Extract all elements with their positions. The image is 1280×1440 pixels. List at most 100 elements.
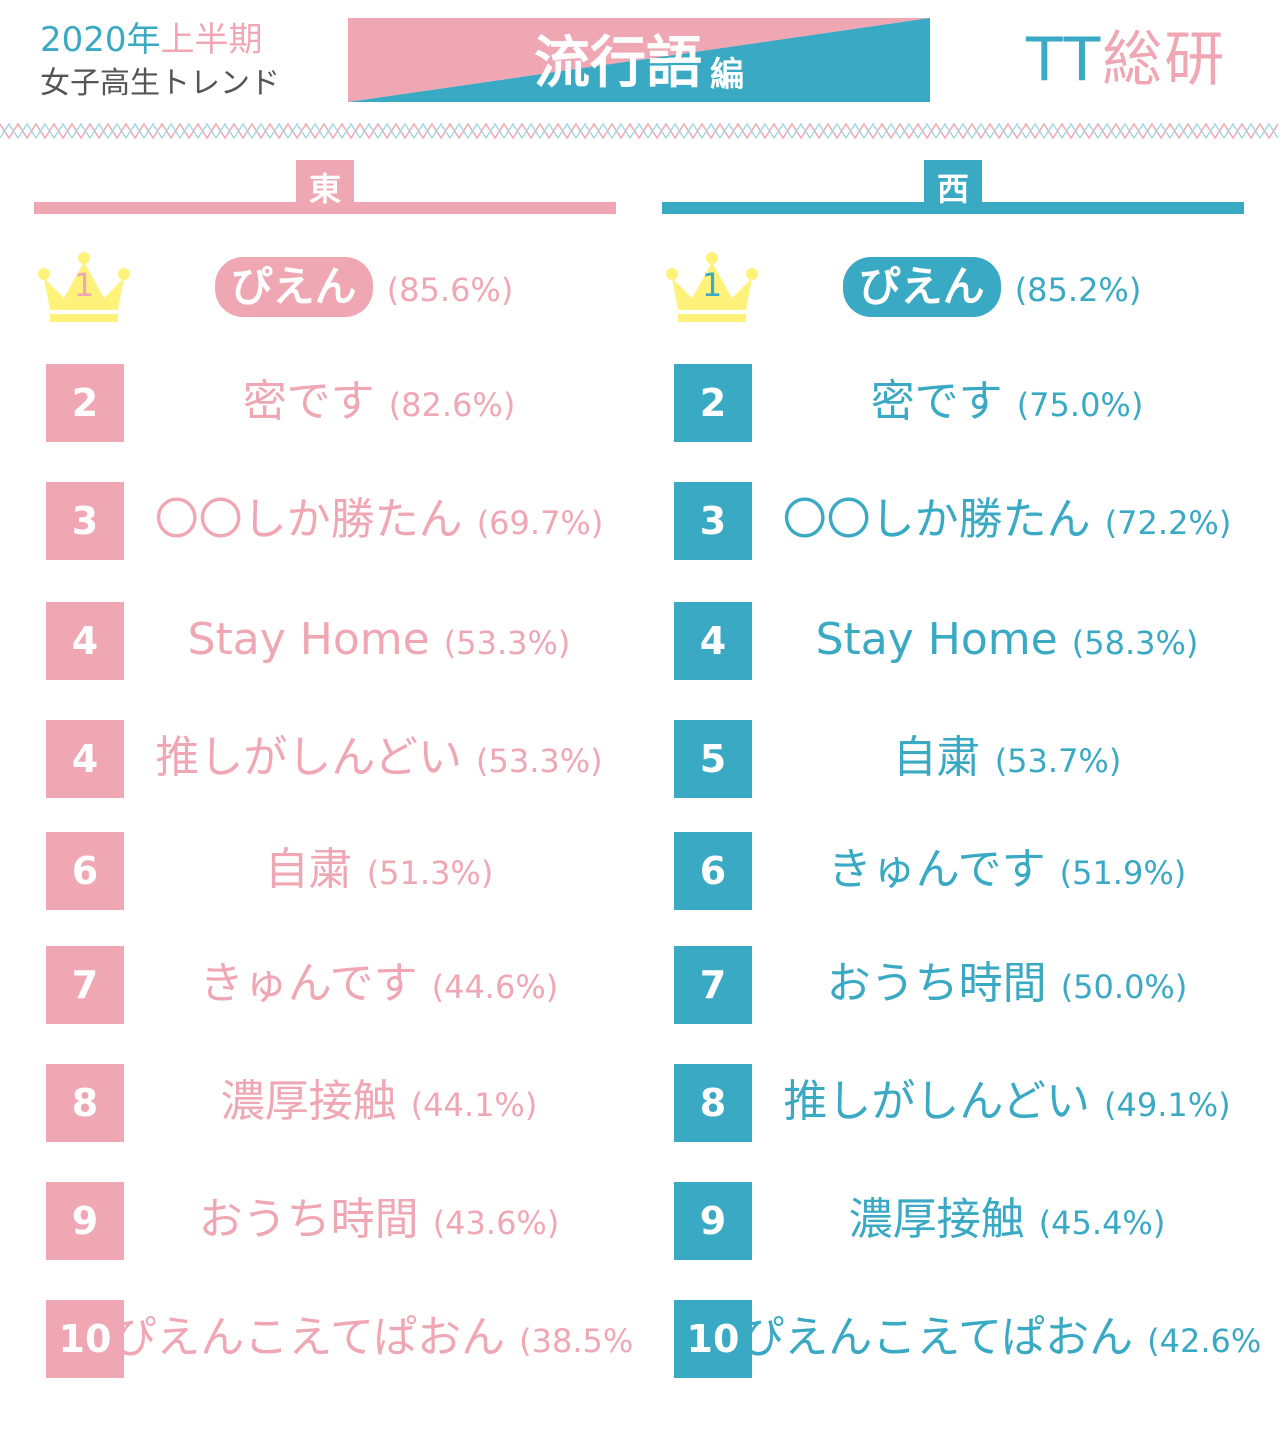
ranking-term: ぴえんこえてぱおん [124, 1311, 506, 1363]
ranking-percent: (58.3%) [1071, 623, 1199, 662]
ranking-percent: (38.5%) [519, 1321, 634, 1360]
ranking-term: おうち時間 [826, 957, 1047, 1009]
header: 2020年上半期 女子高生トレンド 流行語 編 TT総研 [0, 0, 1280, 140]
ranking-term: 密です [870, 375, 1003, 427]
rank-badge: 6 [46, 832, 124, 910]
ranking-entry: 密です (82.6%) [124, 374, 634, 433]
banner-title-suffix: 編 [710, 55, 744, 95]
ranking-term: 濃厚接触 [220, 1075, 397, 1127]
ranking-entry: 〇〇しか勝たん (72.2%) [752, 492, 1262, 551]
crown-icon: 1 [34, 248, 134, 326]
ranking-term: 濃厚接触 [848, 1193, 1025, 1245]
ranking-entry: きゅんです (44.6%) [124, 956, 634, 1015]
east-rank-6: 6 自粛 (51.3%) [34, 832, 634, 910]
banner-title-main: 流行語 [534, 31, 702, 96]
west-rank-9: 9 濃厚接触 (45.4%) [662, 1182, 1262, 1260]
year-label: 2020年 [40, 20, 161, 60]
logo-tt: TT [1026, 25, 1103, 95]
rank-badge: 2 [674, 364, 752, 442]
ranking-term: おうち時間 [198, 1193, 419, 1245]
ranking-term: Stay Home [815, 613, 1058, 665]
ranking-entry: ぴえん (85.2%) [762, 256, 1262, 318]
rank-badge: 9 [674, 1182, 752, 1260]
east-rank-3: 3 〇〇しか勝たん (69.7%) [34, 482, 634, 560]
ranking-term: 〇〇しか勝たん [782, 493, 1091, 545]
subtitle: 女子高生トレンド [40, 66, 280, 101]
ranking-entry: 自粛 (51.3%) [124, 842, 634, 901]
west-rank-2: 2 密です (75.0%) [662, 364, 1262, 442]
ranking-entry: きゅんです (51.9%) [752, 842, 1262, 901]
rank-badge: 9 [46, 1182, 124, 1260]
ranking-percent: (50.0%) [1060, 967, 1188, 1006]
west-ranking: 西 1 ぴえん (85.2%) 2 密です (75.0%) 3 〇〇しか勝たん [662, 150, 1262, 1420]
east-rank-9: 9 おうち時間 (43.6%) [34, 1182, 634, 1260]
rank-badge: 10 [46, 1300, 124, 1378]
east-rank-7: 7 きゅんです (44.6%) [34, 946, 634, 1024]
ranking-entry: ぴえん (85.6%) [134, 256, 634, 318]
ranking-term: ぴえん [842, 256, 1001, 317]
ranking-term: きゅんです [199, 957, 418, 1009]
rank-badge: 3 [674, 482, 752, 560]
ranking-percent: (44.1%) [410, 1085, 538, 1124]
rank-badge: 4 [46, 720, 124, 798]
ranking-entry: 密です (75.0%) [752, 374, 1262, 433]
east-rank-4a: 4 Stay Home (53.3%) [34, 602, 634, 680]
ranking-term: 密です [242, 375, 375, 427]
east-rank-2: 2 密です (82.6%) [34, 364, 634, 442]
ranking-entry: Stay Home (58.3%) [752, 612, 1262, 671]
ranking-entry: 濃厚接触 (44.1%) [124, 1074, 634, 1133]
ranking-entry: 〇〇しか勝たん (69.7%) [124, 492, 634, 551]
ranking-percent: (42.6%) [1147, 1321, 1262, 1360]
ranking-entry: Stay Home (53.3%) [124, 612, 634, 671]
logo: TT総研 [1026, 24, 1226, 96]
ranking-percent: (53.3%) [443, 623, 571, 662]
west-rank-7: 7 おうち時間 (50.0%) [662, 946, 1262, 1024]
ranking-percent: (43.6%) [432, 1203, 560, 1242]
ranking-percent: (45.4%) [1038, 1203, 1166, 1242]
ranking-entry: ぴえんこえてぱおん (38.5%) [124, 1310, 634, 1369]
title-banner: 流行語 編 [348, 18, 930, 102]
banner-background [348, 18, 930, 102]
east-rank-4b: 4 推しがしんどい (53.3%) [34, 720, 634, 798]
rank-badge: 3 [46, 482, 124, 560]
east-ranking: 東 1 ぴえん (85.6%) 2 密です (82.6%) 3 〇〇しか勝たん [34, 150, 634, 1420]
ranking-entry: 自粛 (53.7%) [752, 730, 1262, 789]
ranking-percent: (44.6%) [431, 967, 559, 1006]
ranking-entry: 推しがしんどい (53.3%) [124, 730, 634, 789]
ranking-entry: 濃厚接触 (45.4%) [752, 1192, 1262, 1251]
ranking-term: 自粛 [892, 731, 981, 783]
rank-badge: 10 [674, 1300, 752, 1378]
rank-badge: 5 [674, 720, 752, 798]
ranking-percent: (51.3%) [366, 853, 494, 892]
west-rank-6: 6 きゅんです (51.9%) [662, 832, 1262, 910]
rank-badge: 8 [674, 1064, 752, 1142]
east-label: 東 [296, 160, 354, 214]
ranking-percent: (85.2%) [1014, 270, 1142, 309]
ranking-percent: (49.1%) [1104, 1085, 1231, 1124]
ranking-entry: おうち時間 (50.0%) [752, 956, 1262, 1015]
east-rank-8: 8 濃厚接触 (44.1%) [34, 1064, 634, 1142]
ranking-percent: (75.0%) [1016, 385, 1144, 424]
ranking-term: Stay Home [187, 613, 430, 665]
crown-shape [666, 252, 758, 322]
crown-icon: 1 [662, 248, 762, 326]
ranking-term: きゅんです [827, 843, 1046, 895]
west-rank-1: 1 ぴえん (85.2%) [662, 248, 1262, 326]
west-rank-4: 4 Stay Home (58.3%) [662, 602, 1262, 680]
east-rank-1: 1 ぴえん (85.6%) [34, 248, 634, 326]
ranking-entry: おうち時間 (43.6%) [124, 1192, 634, 1251]
ranking-percent: (51.9%) [1059, 853, 1187, 892]
ranking-term: 〇〇しか勝たん [154, 493, 463, 545]
rank-badge: 2 [46, 364, 124, 442]
logo-ken: 総研 [1102, 25, 1227, 95]
east-rank-10: 10 ぴえんこえてぱおん (38.5%) [34, 1300, 634, 1378]
rank-badge: 8 [46, 1064, 124, 1142]
ranking-term: 自粛 [264, 843, 353, 895]
ranking-entry: ぴえんこえてぱおん (42.6%) [752, 1310, 1262, 1369]
rank-number: 1 [73, 266, 95, 304]
ranking-term: 推しがしんどい [783, 1075, 1091, 1127]
ranking-term: 推しがしんどい [155, 731, 463, 783]
period-label: 2020年上半期 [40, 20, 263, 60]
west-label: 西 [924, 160, 982, 214]
zigzag-divider [0, 122, 1279, 140]
